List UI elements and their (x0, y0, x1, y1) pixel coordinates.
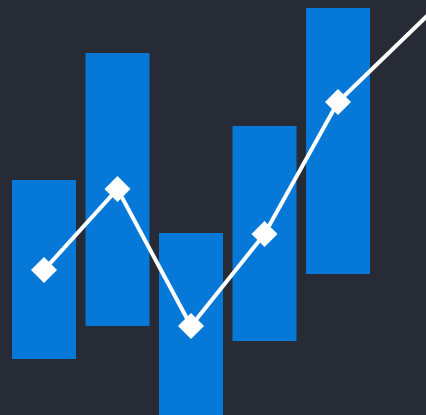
point-marker-2 (104, 176, 131, 202)
series-line (42, 14, 426, 328)
point-marker-1 (31, 257, 57, 283)
line-layer (42, 14, 426, 328)
point-marker-5 (325, 89, 351, 115)
point-marker-4 (251, 221, 278, 247)
point-marker-3 (178, 313, 204, 339)
markers-layer (31, 89, 351, 339)
